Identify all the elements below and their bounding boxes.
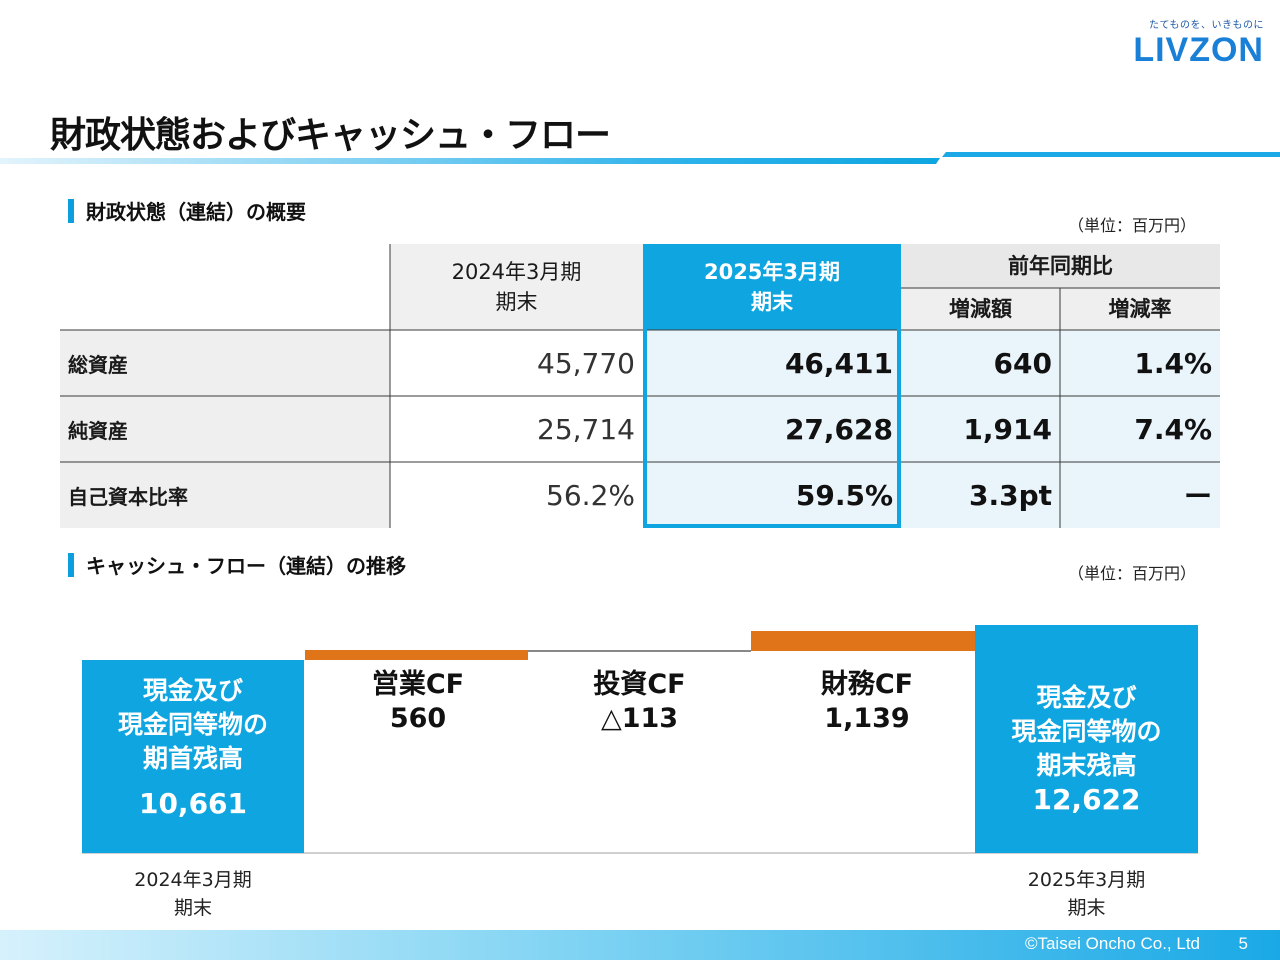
cf-begin-line1: 現金及び xyxy=(142,676,243,705)
cf-operating-value: 560 xyxy=(389,703,447,734)
footer-bar xyxy=(0,930,1280,960)
header-prev-line1: 2024年3月期 xyxy=(451,260,582,284)
cell-equity-ratio-prev: 56.2% xyxy=(390,462,643,528)
cell-net-assets-prev: 25,714 xyxy=(390,396,643,462)
cf-investing-bar xyxy=(528,650,751,652)
page-title: 財政状態およびキャッシュ・フロー xyxy=(50,115,611,156)
header-curr-line2: 期末 xyxy=(751,290,793,314)
cf-end-period-line1: 2025年3月期 xyxy=(1027,869,1146,891)
header-curr-line1: 2025年3月期 xyxy=(703,260,841,284)
cf-financing-value: 1,139 xyxy=(824,703,910,734)
header-rate: 増減率 xyxy=(1060,288,1220,330)
cell-total-assets-rate: 1.4% xyxy=(1060,330,1220,396)
footer-copyright: ©Taisei Oncho Co., Ltd xyxy=(1024,934,1200,953)
cell-equity-ratio-rate: ー xyxy=(1060,462,1220,528)
header-prev-period: 2024年3月期 期末 xyxy=(390,244,643,330)
cf-begin-period-line1: 2024年3月期 xyxy=(134,869,252,891)
cf-begin-period: 2024年3月期 期末 xyxy=(82,866,304,922)
row-label-net-assets: 純資産 xyxy=(60,396,390,462)
cashflow-heading-text: キャッシュ・フロー（連結）の推移 xyxy=(86,554,406,578)
cell-total-assets-prev: 45,770 xyxy=(390,330,643,396)
cf-investing-label-group: 投資CF △113 xyxy=(528,668,751,736)
cell-equity-ratio-change: 3.3pt xyxy=(901,462,1060,528)
cf-financing-label: 財務CF xyxy=(820,669,914,700)
balance-heading-text: 財政状態（連結）の概要 xyxy=(86,200,306,224)
cf-begin-period-line2: 期末 xyxy=(173,897,212,919)
page-number: 5 xyxy=(1238,934,1248,953)
cashflow-unit: （単位：百万円） xyxy=(1067,564,1196,583)
cf-financing-label-group: 財務CF 1,139 xyxy=(755,668,979,736)
row-label-equity-ratio: 自己資本比率 xyxy=(60,462,390,528)
header-change: 増減額 xyxy=(901,288,1060,330)
cf-operating-bar xyxy=(305,650,528,660)
company-logo: たてものを、いきものに LIVZON xyxy=(1133,16,1264,67)
logo-tagline: たてものを、いきものに xyxy=(1149,20,1264,31)
cf-end-balance-box: 現金及び 現金同等物の 期末残高 12,622 xyxy=(975,625,1198,853)
cf-end-period-line2: 期末 xyxy=(1067,897,1106,919)
balance-section-heading: 財政状態（連結）の概要 xyxy=(68,196,306,225)
cell-total-assets-change: 640 xyxy=(901,330,1060,396)
cf-end-line1: 現金及び xyxy=(1036,683,1137,712)
cell-net-assets-curr: 27,628 xyxy=(643,396,901,462)
cf-end-line2: 現金同等物の xyxy=(1011,717,1162,746)
logo-wordmark: LIVZON xyxy=(1133,31,1264,69)
section-marker xyxy=(68,552,74,577)
cell-net-assets-rate: 7.4% xyxy=(1060,396,1220,462)
cf-operating-label-group: 営業CF 560 xyxy=(305,668,531,736)
cf-operating-label: 営業CF xyxy=(371,669,465,700)
title-underline xyxy=(0,152,1280,164)
cf-investing-label: 投資CF xyxy=(593,669,686,700)
row-label-total-assets: 総資産 xyxy=(60,330,390,396)
cashflow-section-heading: キャッシュ・フロー（連結）の推移 xyxy=(68,550,406,579)
cf-begin-balance-box: 現金及び 現金同等物の 期首残高 10,661 xyxy=(82,660,304,853)
balance-unit: （単位：百万円） xyxy=(1067,216,1196,235)
cf-financing-bar xyxy=(751,631,975,651)
cell-equity-ratio-curr: 59.5% xyxy=(643,462,901,528)
cell-total-assets-curr: 46,411 xyxy=(643,330,901,396)
cf-end-period: 2025年3月期 期末 xyxy=(975,866,1198,922)
cf-begin-line3: 期首残高 xyxy=(142,744,243,773)
header-curr-period: 2025年3月期 期末 xyxy=(643,244,901,330)
balance-table: 2024年3月期 期末 2025年3月期 期末 前年同期比 増減額 増減率 総資… xyxy=(60,244,1220,528)
cf-end-value: 12,622 xyxy=(1032,783,1141,816)
cf-baseline xyxy=(82,852,1198,854)
header-prev-line2: 期末 xyxy=(495,290,538,314)
cf-investing-value: △113 xyxy=(600,703,679,734)
section-marker xyxy=(68,198,74,223)
header-yoy: 前年同期比 xyxy=(901,244,1220,288)
cf-end-line3: 期末残高 xyxy=(1036,751,1137,780)
cf-begin-value: 10,661 xyxy=(138,787,248,820)
cf-begin-line2: 現金同等物の xyxy=(117,710,268,739)
cell-net-assets-change: 1,914 xyxy=(901,396,1060,462)
